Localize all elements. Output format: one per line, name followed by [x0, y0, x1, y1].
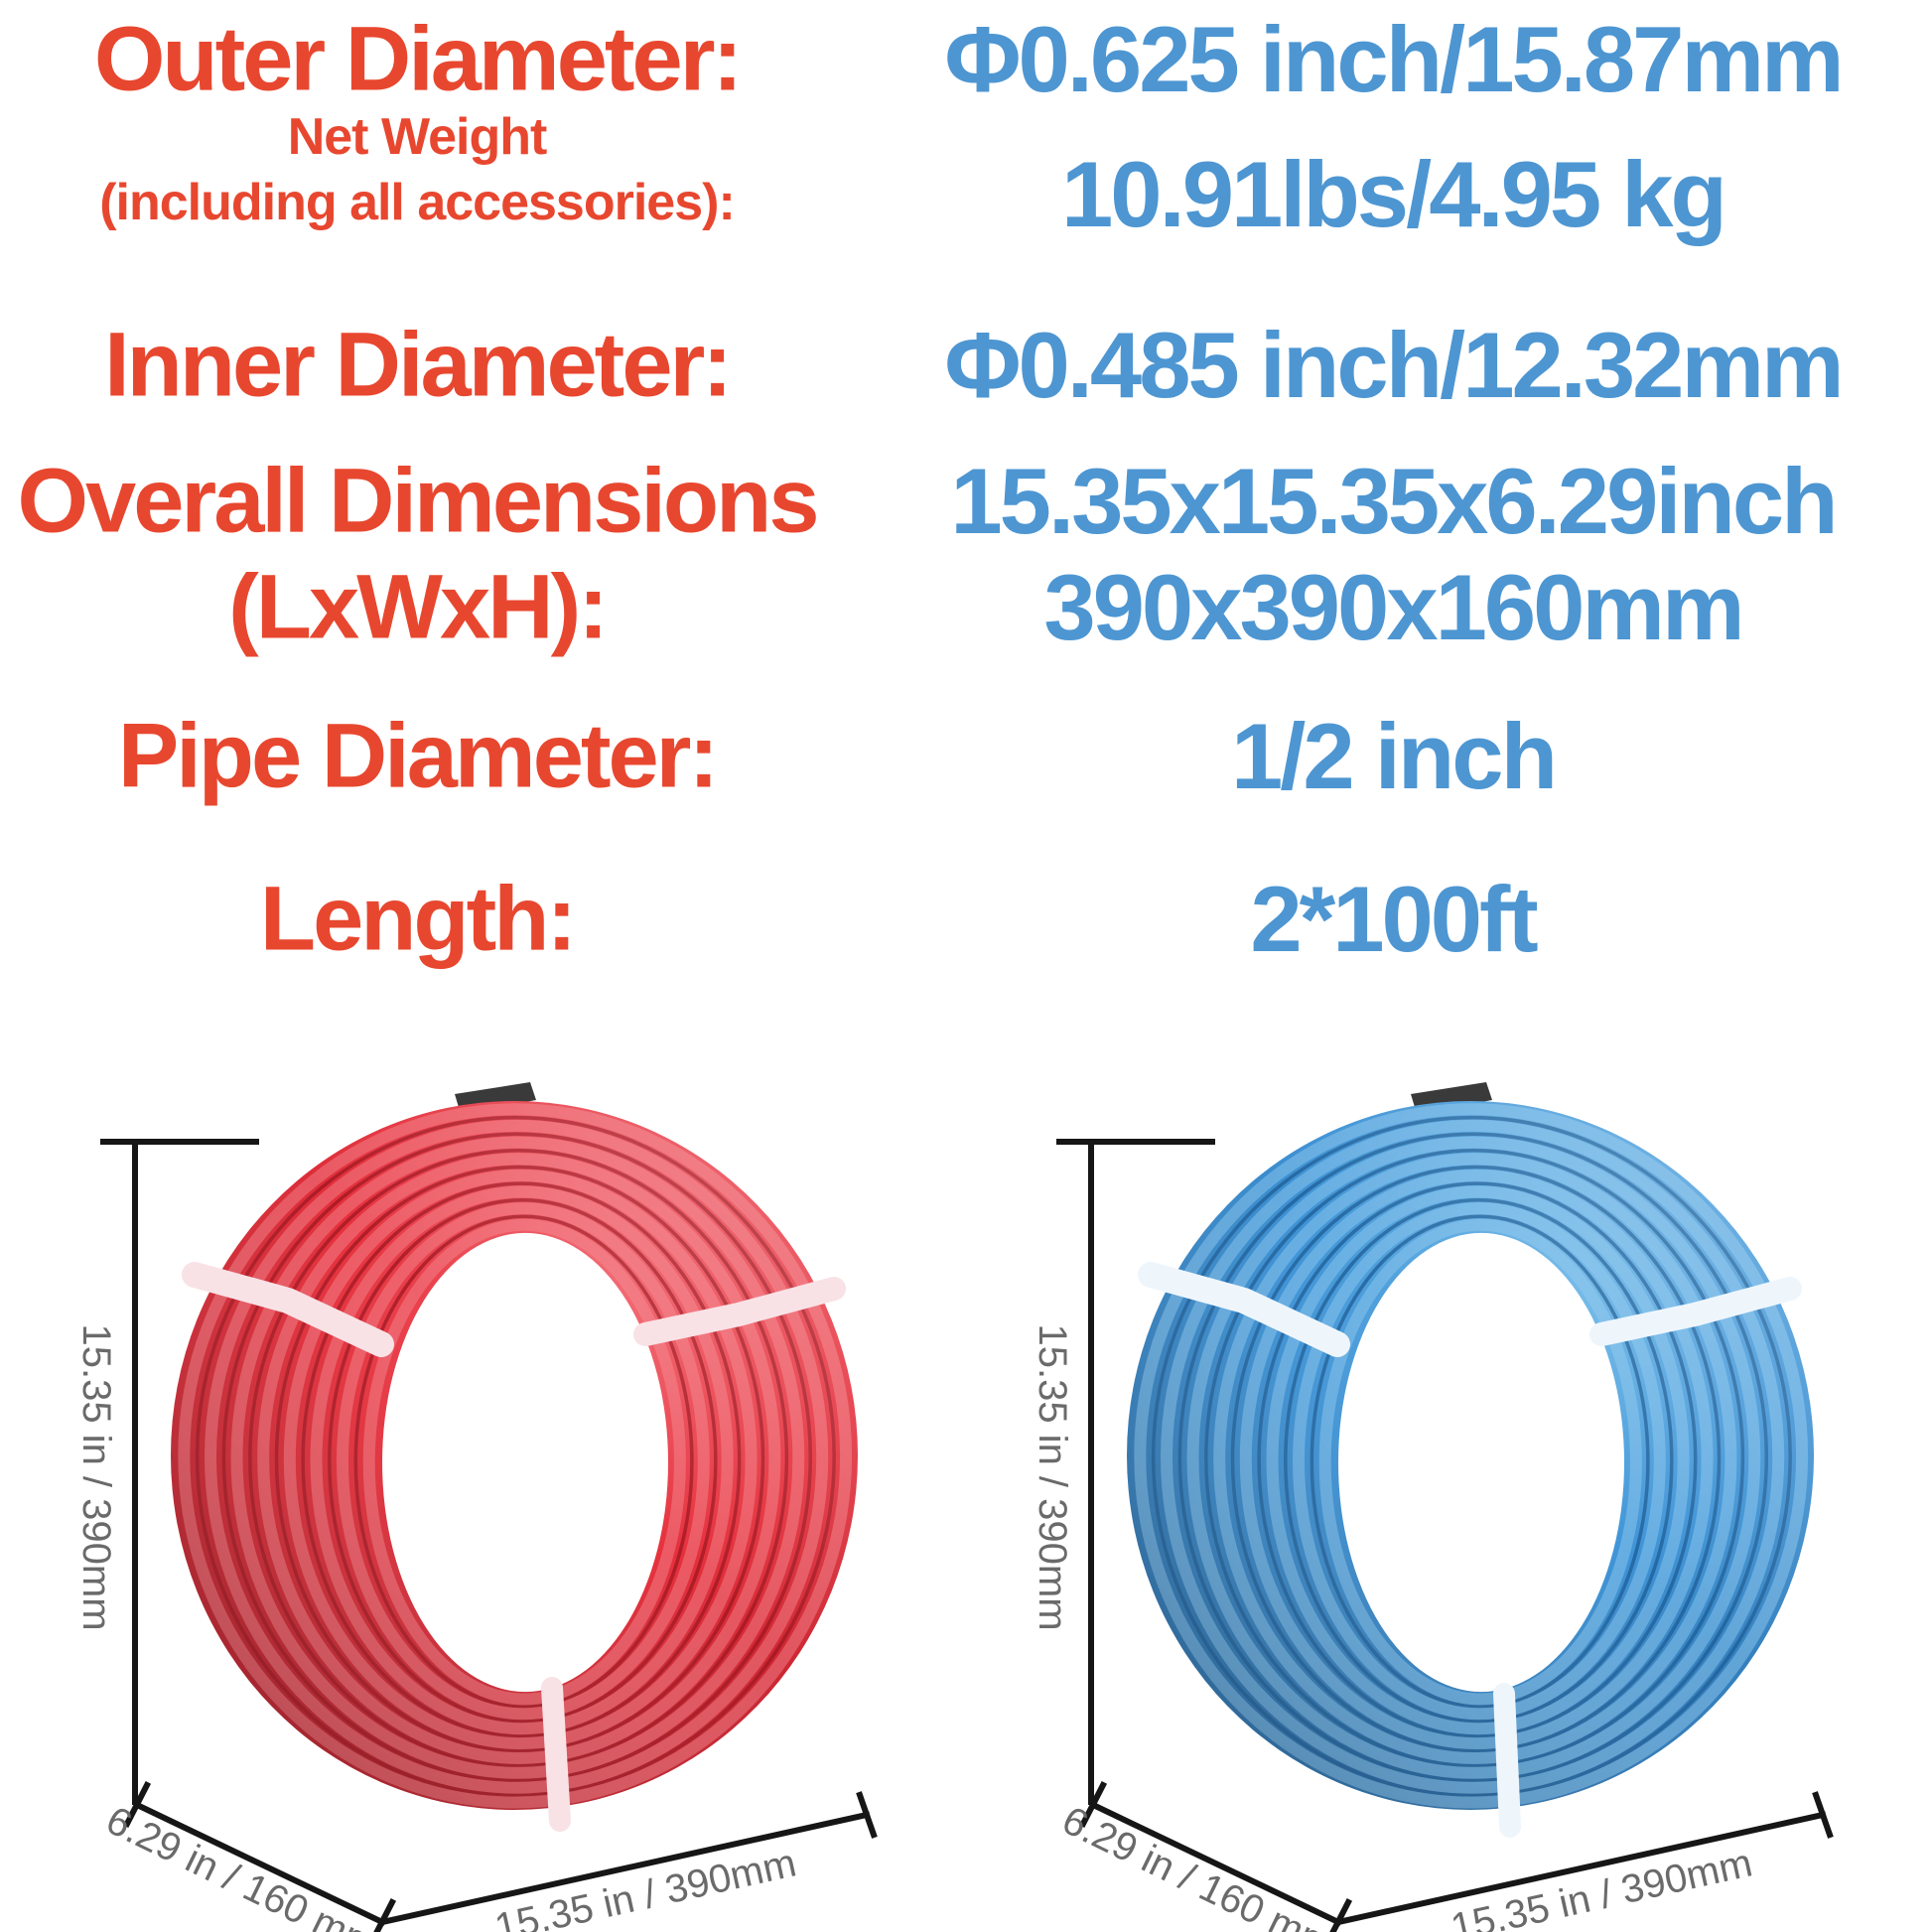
bottom-strap: [1493, 1683, 1521, 1838]
height-dimension-label: 15.35 in / 390mm: [74, 1323, 118, 1630]
depth-dimension-tick-left: [1078, 1780, 1108, 1829]
net-weight-label-line1: Net Weight: [287, 108, 548, 166]
width-dimension-line: [1334, 1811, 1827, 1926]
red-pex-coil-image: [171, 1082, 858, 1832]
overall-dimensions-label-line1: Overall Dimensions: [17, 450, 820, 552]
blue-pex-coil-image: [1127, 1082, 1814, 1838]
height-dimension-label: 15.35 in / 390mm: [1031, 1323, 1074, 1630]
upper-right-strap: [1589, 1277, 1802, 1346]
depth-dimension-line: [132, 1800, 387, 1927]
pipe-diameter-label: Pipe Diameter:: [117, 705, 719, 807]
outer-diameter-label: Outer Diameter:: [93, 8, 743, 110]
outer-diameter-value: Φ0.625 inch/15.87mm: [944, 7, 1844, 111]
depth-dimension-tick-left: [122, 1780, 152, 1829]
length-value: 2*100ft: [1250, 867, 1538, 971]
overall-dimensions-value-line1: 15.35x15.35x6.29inch: [950, 449, 1838, 553]
upper-right-strap: [633, 1277, 846, 1346]
inner-diameter-value: Φ0.485 inch/12.32mm: [944, 313, 1844, 417]
length-label: Length:: [259, 868, 577, 970]
depth-dimension-line: [1088, 1800, 1343, 1927]
upper-left-strap: [1138, 1262, 1350, 1357]
net-weight-label-line2: (including all accessories):: [99, 174, 736, 231]
inner-diameter-label: Inner Diameter:: [104, 314, 733, 416]
red-coil-figure: 15.35 in / 390mm 6.29 in / 160 mm 15.35 …: [74, 1082, 878, 1932]
depth-dimension-label: 6.29 in / 160 mm: [99, 1798, 384, 1932]
width-dimension-line: [378, 1811, 871, 1926]
pipe-diameter-value: 1/2 inch: [1230, 704, 1558, 808]
net-weight-value: 10.91lbs/4.95 kg: [1061, 142, 1727, 246]
bottom-strap: [541, 1677, 571, 1832]
overall-dimensions-label-line2: (LxWxH):: [228, 556, 609, 658]
width-dimension-tick: [1812, 1791, 1834, 1839]
upper-left-strap: [182, 1262, 394, 1357]
blue-coil-figure: 15.35 in / 390mm 6.29 in / 160 mm 15.35 …: [1031, 1082, 1834, 1932]
coil-shading: [171, 1101, 858, 1810]
width-dimension-tick: [856, 1791, 878, 1839]
overall-dimensions-value-line2: 390x390x160mm: [1043, 555, 1744, 659]
depth-dimension-label: 6.29 in / 160 mm: [1055, 1798, 1340, 1932]
coil-shading: [1127, 1101, 1814, 1810]
